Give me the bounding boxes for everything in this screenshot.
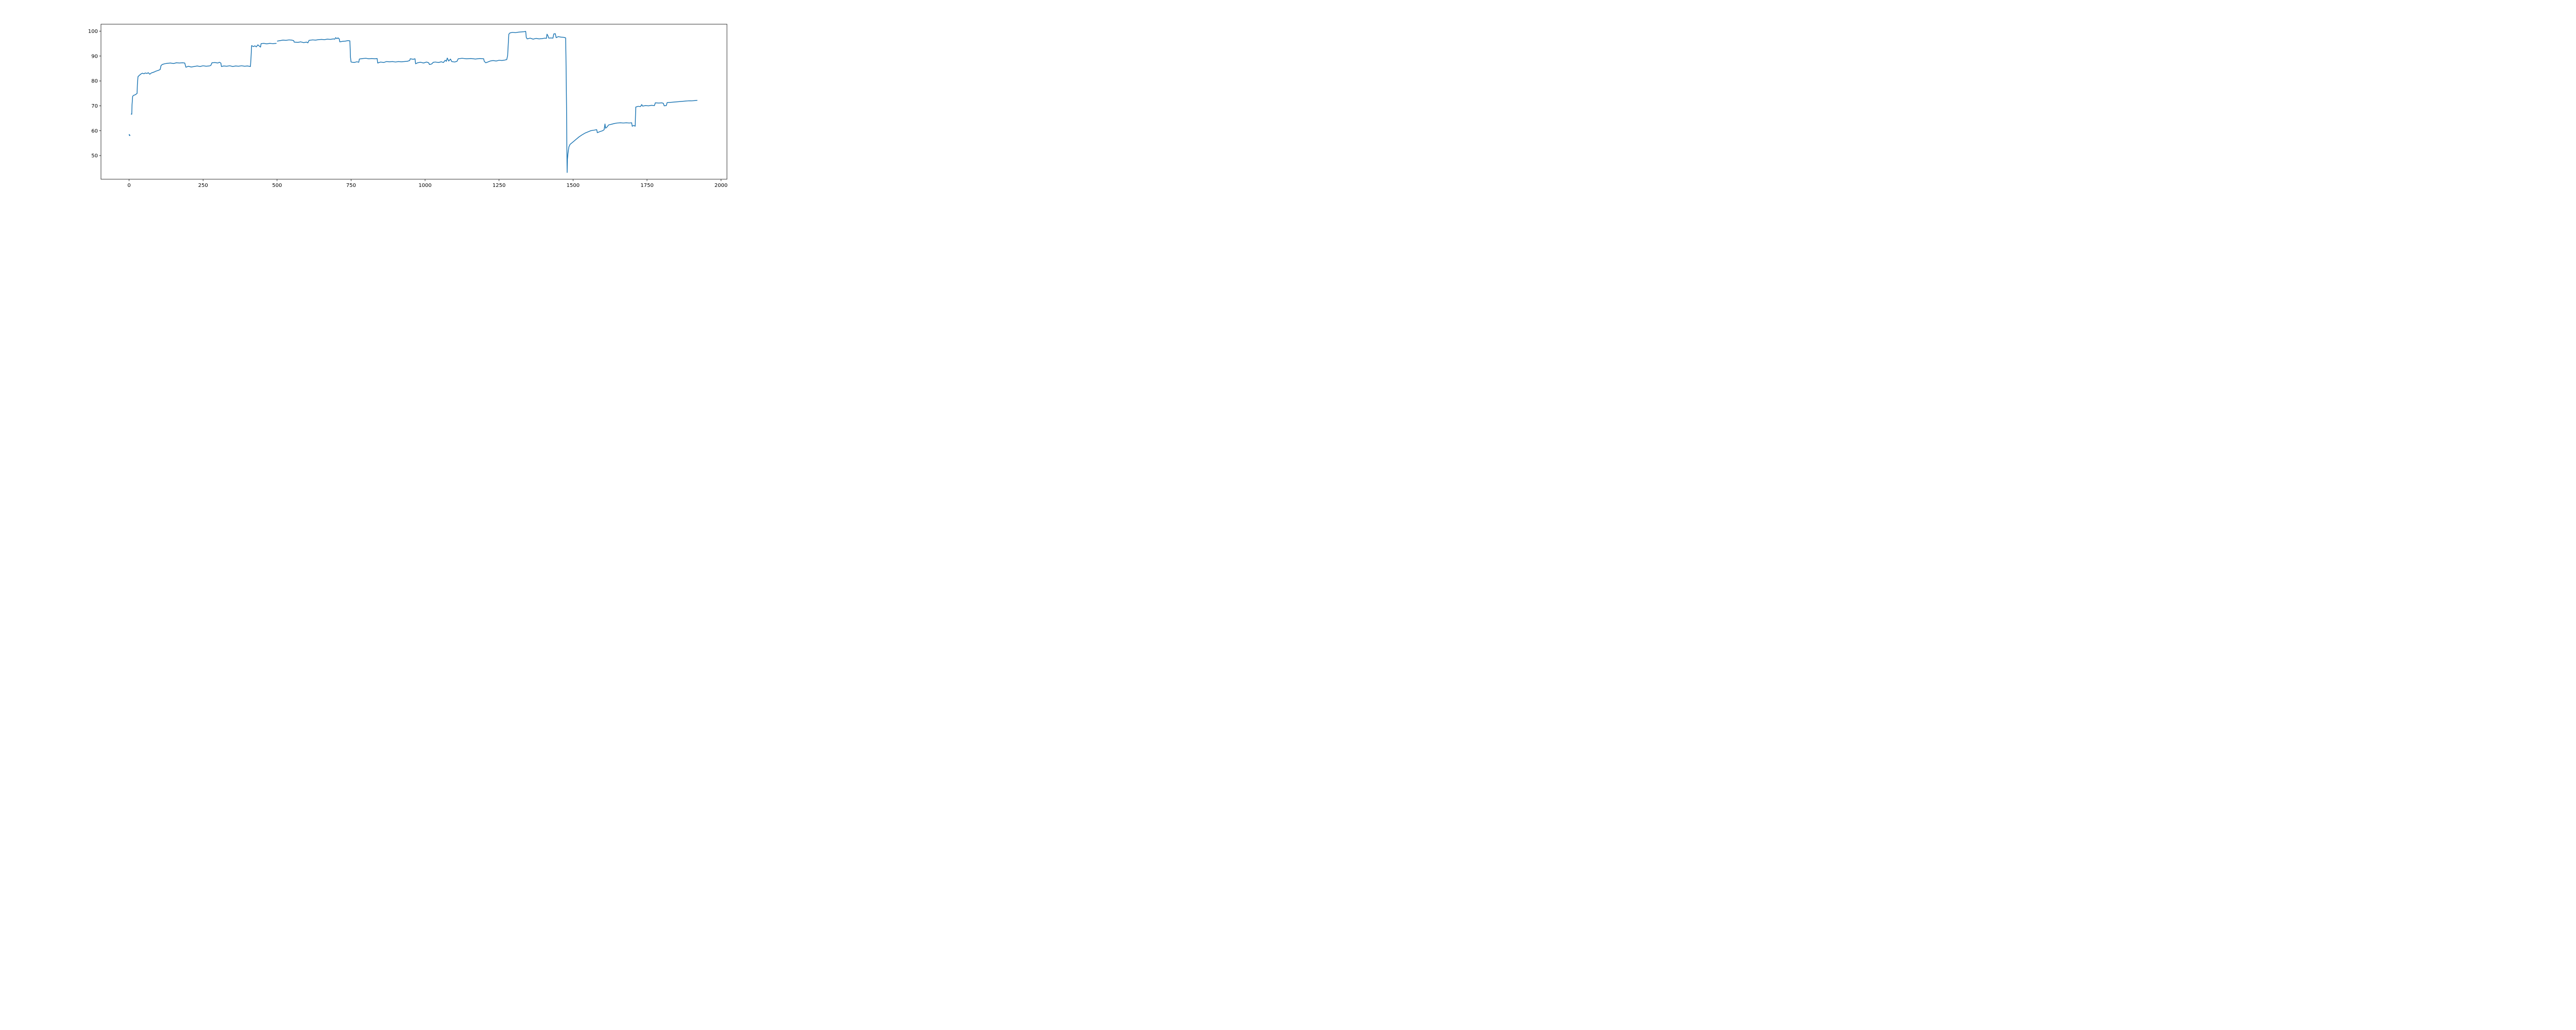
y-tick-label: 50 [91, 153, 98, 159]
y-tick-label: 100 [88, 29, 98, 35]
x-tick-label: 1750 [640, 183, 653, 188]
y-axis: 50 60 70 80 90 100 [88, 29, 101, 159]
x-tick-label: 2000 [715, 183, 727, 188]
y-tick-label: 70 [91, 104, 98, 109]
y-tick-label: 80 [91, 79, 98, 84]
x-axis: 0 250 500 750 1000 1250 1500 1750 2000 [127, 179, 727, 188]
series-0-line-segment-2 [277, 31, 698, 173]
series-0-line-segment-1 [130, 43, 277, 115]
figure-background [0, 0, 808, 202]
x-tick-label: 1500 [567, 183, 580, 188]
x-tick-label: 1250 [493, 183, 505, 188]
x-tick-label: 750 [346, 183, 356, 188]
x-tick-label: 0 [127, 183, 130, 188]
x-tick-label: 250 [198, 183, 208, 188]
series-0-line-segment-0 [128, 134, 131, 136]
line-chart: 0 250 500 750 1000 1250 1500 1750 2000 50 60 70 80 9… [0, 0, 808, 202]
series-group [128, 31, 698, 173]
x-tick-label: 500 [272, 183, 282, 188]
plot-area-frame [100, 24, 727, 180]
y-tick-label: 60 [91, 128, 98, 134]
y-tick-label: 90 [91, 54, 98, 59]
x-tick-label: 1000 [418, 183, 431, 188]
